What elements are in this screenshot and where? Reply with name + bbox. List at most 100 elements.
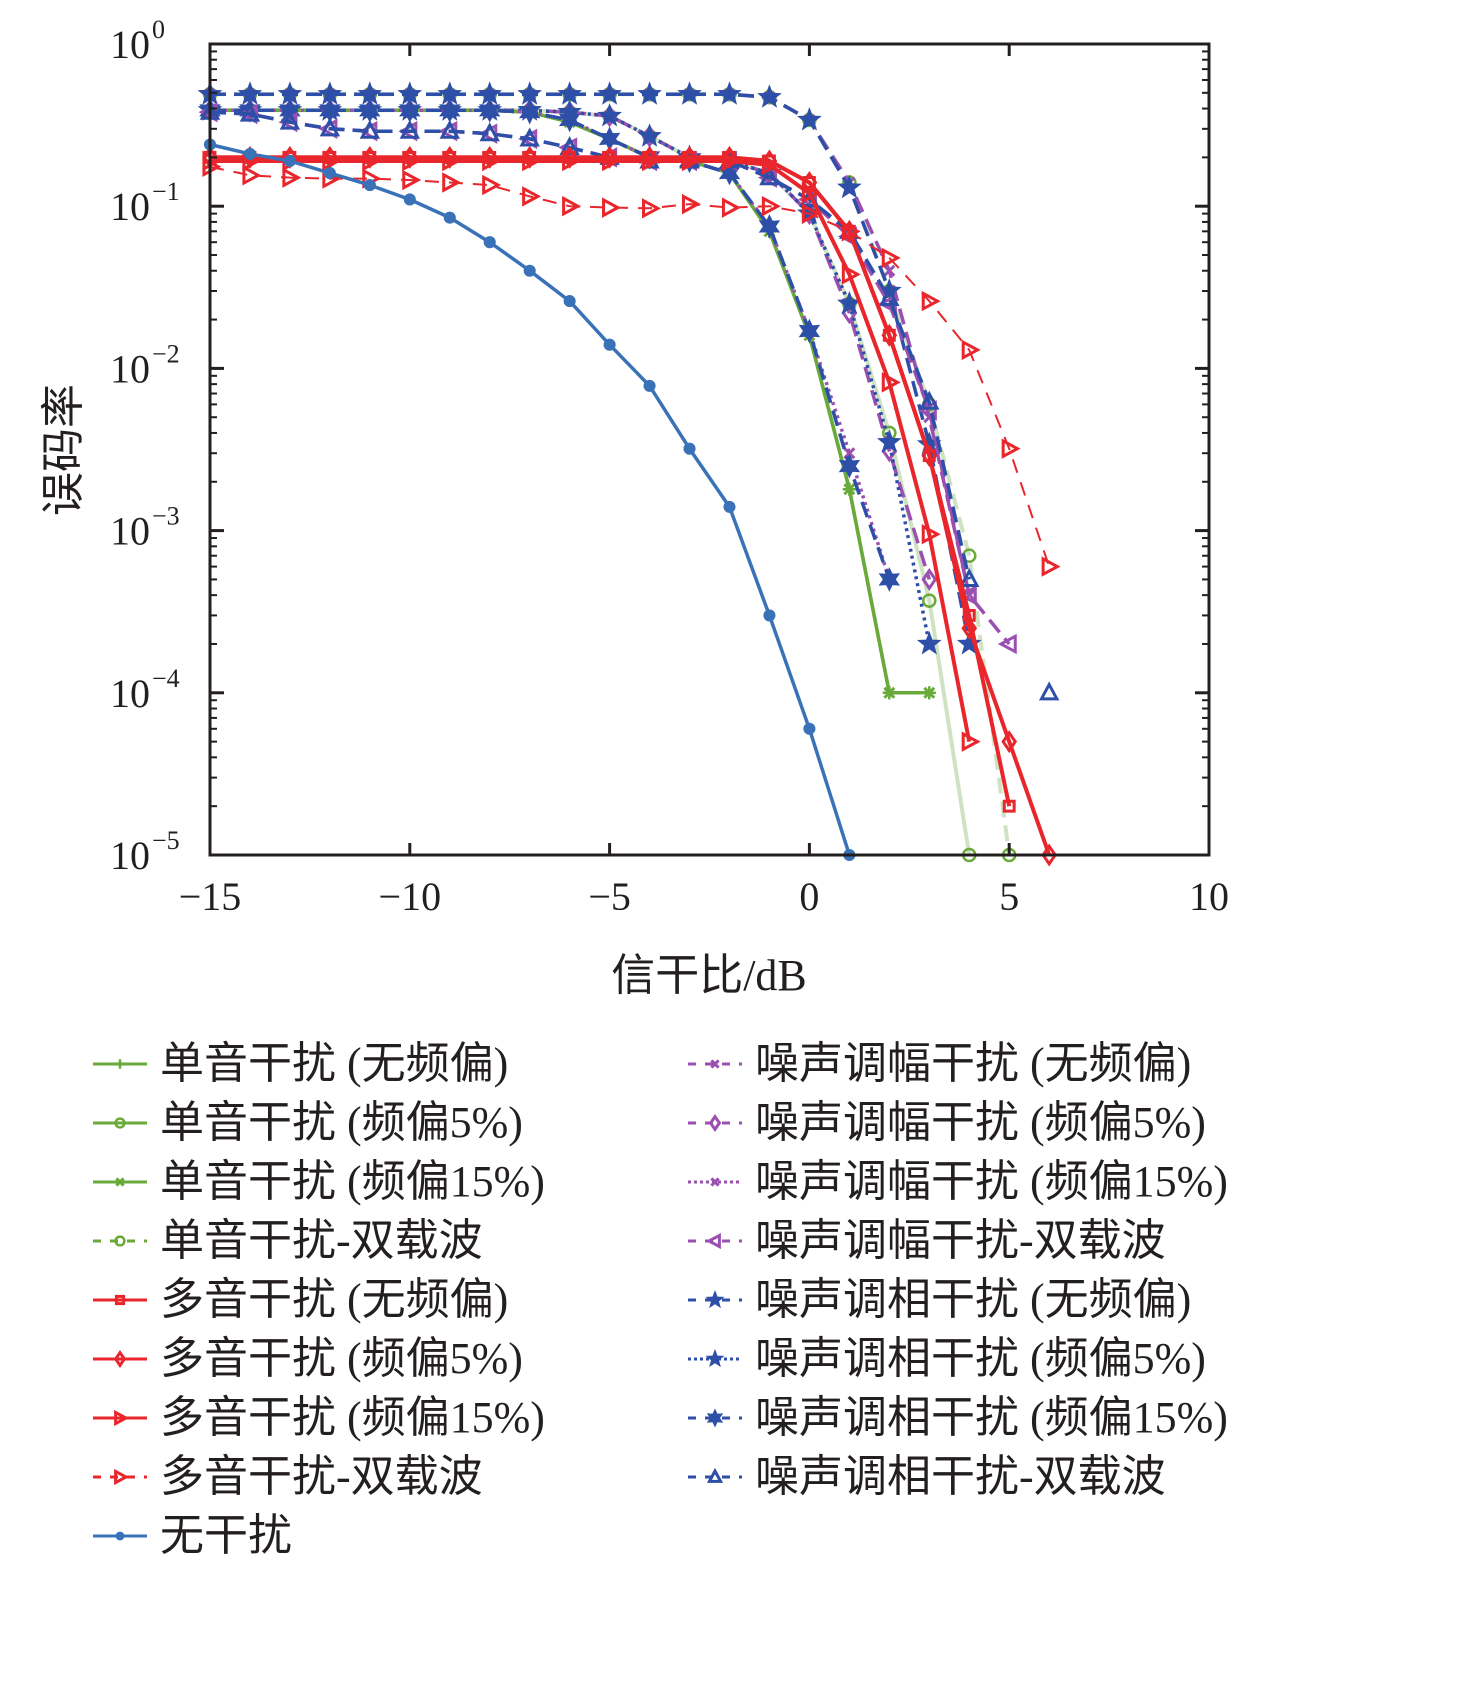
series-4 xyxy=(203,150,1016,813)
data-point xyxy=(923,686,936,699)
data-point xyxy=(717,81,742,105)
data-point xyxy=(323,167,336,180)
marker-hexagram xyxy=(706,1408,724,1428)
plot-area xyxy=(197,81,1061,867)
data-point xyxy=(363,179,376,192)
legend-item: 噪声调幅干扰 (频偏15%) xyxy=(685,1153,1228,1211)
data-point xyxy=(602,150,622,172)
data-point xyxy=(242,165,262,186)
series-line xyxy=(210,92,1012,856)
y-tick-label: 10 xyxy=(110,22,150,67)
data-point xyxy=(883,264,896,277)
legend-label: 单音干扰 (频偏15%) xyxy=(160,1157,545,1206)
legend-label: 单音干扰 (无频偏) xyxy=(160,1039,509,1088)
data-point xyxy=(237,81,263,105)
data-point xyxy=(522,150,542,172)
data-point xyxy=(517,81,542,105)
data-point xyxy=(837,174,862,199)
x-tick-label: 5 xyxy=(999,874,1019,919)
data-point xyxy=(957,584,977,606)
data-point xyxy=(479,122,500,142)
y-tick-label: 10 xyxy=(110,833,150,878)
data-point xyxy=(961,616,978,640)
marker-circle xyxy=(114,1235,126,1247)
legend-label: 噪声调相干扰-双载波 xyxy=(755,1452,1166,1501)
data-point xyxy=(397,81,423,105)
legend-swatch-icon xyxy=(688,1290,742,1309)
x-tick-label: −5 xyxy=(588,874,631,919)
series-5 xyxy=(202,145,1058,867)
data-point xyxy=(879,287,900,306)
y-tick-label: 10 xyxy=(110,509,150,554)
series-line xyxy=(210,108,931,580)
data-point xyxy=(723,500,736,513)
marker-triangle-right xyxy=(114,1468,130,1486)
data-point xyxy=(801,203,821,224)
data-point xyxy=(279,98,301,123)
series-14 xyxy=(197,97,942,655)
data-point xyxy=(961,339,981,361)
data-point xyxy=(881,247,901,269)
legend-item: 无干扰 xyxy=(90,1507,292,1565)
legend-label: 无干扰 xyxy=(160,1511,292,1560)
data-point xyxy=(797,200,822,225)
data-point xyxy=(558,107,581,133)
legend-item: 噪声调幅干扰 (频偏5%) xyxy=(685,1094,1206,1152)
data-point xyxy=(403,193,416,206)
y-tick-label: 10 xyxy=(110,346,150,391)
legend-label: 单音干扰-双载波 xyxy=(160,1216,483,1265)
legend-item: 多音干扰 (频偏5%) xyxy=(90,1330,523,1388)
data-point xyxy=(642,150,661,172)
series-2 xyxy=(203,104,936,699)
data-point xyxy=(843,483,856,496)
legend-item: 噪声调相干扰-双载波 xyxy=(685,1448,1166,1506)
data-point xyxy=(757,84,782,108)
data-point xyxy=(759,166,780,186)
x-tick-label: −10 xyxy=(379,874,442,919)
data-point xyxy=(437,81,463,105)
data-point xyxy=(921,290,941,312)
marker-triangle-right xyxy=(114,1409,130,1427)
plot-frame xyxy=(208,42,1211,857)
x-axis: −15 −10 −5 0 5 10 xyxy=(179,44,1229,919)
x-tick-label: 10 xyxy=(1189,874,1229,919)
data-point xyxy=(1038,681,1060,701)
legend-label: 多音干扰-双载波 xyxy=(160,1452,483,1501)
y-tick-exponent: −1 xyxy=(152,177,180,206)
legend-label: 噪声调幅干扰 (频偏15%) xyxy=(755,1157,1228,1206)
data-point xyxy=(322,150,342,172)
series-16 xyxy=(199,100,1060,701)
series-line xyxy=(209,142,852,856)
legend-swatch-icon xyxy=(93,1531,147,1541)
data-point xyxy=(283,154,296,168)
data-point xyxy=(877,429,902,453)
legend-label: 多音干扰 (无频偏) xyxy=(160,1275,509,1324)
data-point xyxy=(1001,730,1018,754)
data-point xyxy=(921,593,937,608)
marker-circle xyxy=(114,1117,126,1129)
legend-swatch-icon xyxy=(93,1349,147,1369)
data-point xyxy=(319,117,341,137)
marker-star xyxy=(705,1349,725,1368)
legend-item: 多音干扰-双载波 xyxy=(90,1448,483,1506)
data-point xyxy=(557,81,582,105)
marker-plus xyxy=(115,1059,125,1069)
data-point xyxy=(523,264,536,277)
legend-item: 噪声调相干扰 (无频偏) xyxy=(685,1271,1191,1329)
data-point xyxy=(1041,843,1058,867)
data-point xyxy=(883,686,896,699)
legend-item: 单音干扰-双载波 xyxy=(90,1212,483,1270)
data-point xyxy=(597,103,622,127)
data-point xyxy=(761,154,781,176)
legend-swatch-icon xyxy=(688,1232,742,1250)
data-point xyxy=(399,119,421,139)
legend-label: 多音干扰 (频偏15%) xyxy=(160,1393,545,1442)
data-point xyxy=(279,110,301,130)
legend-swatch-icon xyxy=(93,1235,147,1247)
data-point xyxy=(243,147,257,160)
data-point xyxy=(319,98,341,123)
data-point xyxy=(763,609,776,622)
marker-x xyxy=(115,1177,125,1187)
data-point xyxy=(277,81,303,105)
data-point xyxy=(1001,438,1021,459)
